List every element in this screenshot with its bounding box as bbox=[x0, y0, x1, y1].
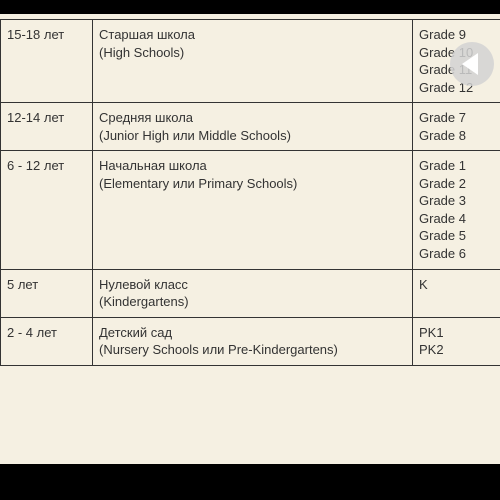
grade-label: Grade 5 bbox=[419, 227, 494, 245]
grade-label: Grade 4 bbox=[419, 210, 494, 228]
education-table-wrap: 15-18 лет Старшая школа (High Schools) G… bbox=[0, 19, 500, 366]
grade-label: Grade 3 bbox=[419, 192, 494, 210]
grade-label: Grade 1 bbox=[419, 157, 494, 175]
school-name-ru: Детский сад bbox=[99, 324, 406, 342]
age-cell: 6 - 12 лет bbox=[1, 151, 93, 269]
grades-cell: Grade 7 Grade 8 bbox=[413, 103, 500, 151]
school-name-en: (High Schools) bbox=[99, 44, 406, 62]
table-row: 6 - 12 лет Начальная школа (Elementary и… bbox=[1, 151, 500, 269]
school-name-en: (Nursery Schools или Pre-Kindergartens) bbox=[99, 341, 406, 359]
grade-label: Grade 6 bbox=[419, 245, 494, 263]
table-row: 2 - 4 лет Детский сад (Nursery Schools и… bbox=[1, 317, 500, 365]
grade-label: PK1 bbox=[419, 324, 494, 342]
name-cell: Начальная школа (Elementary или Primary … bbox=[93, 151, 413, 269]
age-cell: 12-14 лет bbox=[1, 103, 93, 151]
grade-label: K bbox=[419, 276, 494, 294]
age-cell: 2 - 4 лет bbox=[1, 317, 93, 365]
name-cell: Старшая школа (High Schools) bbox=[93, 20, 413, 103]
table-row: 12-14 лет Средняя школа (Junior High или… bbox=[1, 103, 500, 151]
prev-nav-button[interactable] bbox=[450, 42, 494, 86]
school-name-en: (Kindergartens) bbox=[99, 293, 406, 311]
grades-cell: K bbox=[413, 269, 500, 317]
school-name-ru: Средняя школа bbox=[99, 109, 406, 127]
table-row: 15-18 лет Старшая школа (High Schools) G… bbox=[1, 20, 500, 103]
school-name-en: (Elementary или Primary Schools) bbox=[99, 175, 406, 193]
grade-label: PK2 bbox=[419, 341, 494, 359]
grade-label: Grade 7 bbox=[419, 109, 494, 127]
grade-label: Grade 2 bbox=[419, 175, 494, 193]
name-cell: Нулевой класс (Kindergartens) bbox=[93, 269, 413, 317]
education-table: 15-18 лет Старшая школа (High Schools) G… bbox=[0, 19, 500, 366]
grades-cell: PK1 PK2 bbox=[413, 317, 500, 365]
table-row: 5 лет Нулевой класс (Kindergartens) K bbox=[1, 269, 500, 317]
age-cell: 5 лет bbox=[1, 269, 93, 317]
grade-label: Grade 9 bbox=[419, 26, 494, 44]
school-name-ru: Нулевой класс bbox=[99, 276, 406, 294]
grades-cell: Grade 1 Grade 2 Grade 3 Grade 4 Grade 5 … bbox=[413, 151, 500, 269]
grade-label: Grade 8 bbox=[419, 127, 494, 145]
school-name-en: (Junior High или Middle Schools) bbox=[99, 127, 406, 145]
age-cell: 15-18 лет bbox=[1, 20, 93, 103]
name-cell: Средняя школа (Junior High или Middle Sc… bbox=[93, 103, 413, 151]
name-cell: Детский сад (Nursery Schools или Pre-Kin… bbox=[93, 317, 413, 365]
school-name-ru: Начальная школа bbox=[99, 157, 406, 175]
school-name-ru: Старшая школа bbox=[99, 26, 406, 44]
document-page: 15-18 лет Старшая школа (High Schools) G… bbox=[0, 14, 500, 464]
